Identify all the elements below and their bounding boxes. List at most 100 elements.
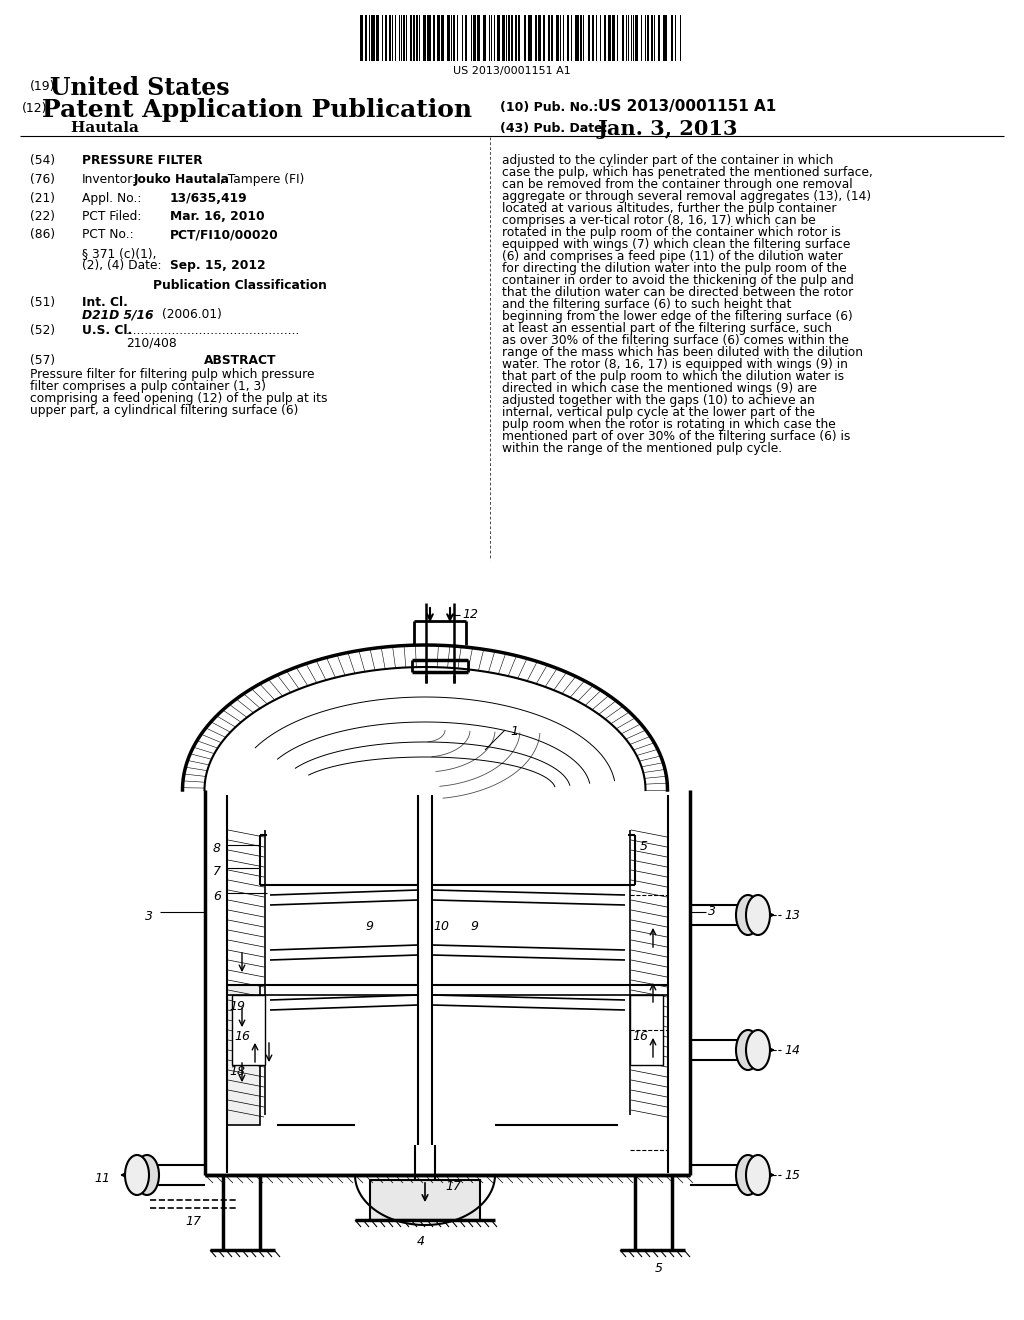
Bar — [680, 15, 684, 61]
Text: (12): (12) — [22, 102, 47, 115]
Text: water. The rotor (8, 16, 17) is equipped with wings (9) in: water. The rotor (8, 16, 17) is equipped… — [502, 358, 848, 371]
Text: (19): (19) — [30, 81, 55, 92]
Text: can be removed from the container through one removal: can be removed from the container throug… — [502, 178, 853, 191]
Bar — [416, 15, 418, 61]
Bar — [497, 15, 500, 61]
Text: that part of the pulp room to which the dilution water is: that part of the pulp room to which the … — [502, 370, 844, 383]
Bar — [355, 15, 359, 61]
Text: (76): (76) — [30, 173, 55, 186]
Text: 1: 1 — [510, 725, 518, 738]
Text: PCT Filed:: PCT Filed: — [82, 210, 141, 223]
Bar — [385, 15, 387, 61]
Text: 5: 5 — [655, 1262, 663, 1275]
Text: Appl. No.:: Appl. No.: — [82, 191, 141, 205]
Text: adjusted together with the gaps (10) to achieve an: adjusted together with the gaps (10) to … — [502, 393, 815, 407]
Text: internal, vertical pulp cycle at the lower part of the: internal, vertical pulp cycle at the low… — [502, 407, 815, 418]
Bar — [647, 15, 649, 61]
Text: PRESSURE FILTER: PRESSURE FILTER — [82, 154, 203, 168]
Text: rotated in the pulp room of the container which rotor is: rotated in the pulp room of the containe… — [502, 226, 841, 239]
Text: 14: 14 — [784, 1044, 800, 1057]
Text: Patent Application Publication: Patent Application Publication — [42, 98, 472, 121]
Text: 18: 18 — [229, 1065, 245, 1078]
Bar — [511, 15, 513, 61]
Text: (2006.01): (2006.01) — [162, 308, 222, 321]
Text: 4: 4 — [417, 1236, 425, 1247]
Text: as over 30% of the filtering surface (6) comes within the: as over 30% of the filtering surface (6)… — [502, 334, 849, 347]
Text: U.S. Cl.: U.S. Cl. — [82, 323, 132, 337]
Ellipse shape — [125, 1155, 150, 1195]
Text: US 2013/0001151 A1: US 2013/0001151 A1 — [598, 99, 776, 114]
Bar — [588, 15, 590, 61]
Bar — [575, 15, 579, 61]
Text: PCT/FI10/00020: PCT/FI10/00020 — [170, 228, 279, 242]
Text: aggregate or through several removal aggregates (13), (14): aggregate or through several removal agg… — [502, 190, 871, 203]
Bar — [551, 15, 553, 61]
Ellipse shape — [736, 1030, 760, 1071]
Bar — [663, 15, 667, 61]
Bar — [651, 15, 653, 61]
Bar — [604, 15, 606, 61]
Bar — [502, 15, 505, 61]
Bar — [538, 15, 541, 61]
Text: mentioned part of over 30% of the filtering surface (6) is: mentioned part of over 30% of the filter… — [502, 430, 850, 444]
Bar — [658, 15, 660, 61]
Bar — [681, 15, 685, 61]
Bar — [371, 15, 375, 61]
Bar — [543, 15, 545, 61]
Bar — [433, 15, 435, 61]
Text: United States: United States — [50, 77, 229, 100]
Bar — [592, 15, 594, 61]
Text: 7: 7 — [213, 865, 221, 878]
Bar — [389, 15, 391, 61]
Text: .............................................: ........................................… — [126, 323, 300, 337]
Text: (54): (54) — [30, 154, 55, 168]
Bar — [535, 15, 537, 61]
Bar — [365, 15, 367, 61]
Bar — [508, 15, 510, 61]
Bar — [556, 15, 559, 61]
Text: within the range of the mentioned pulp cycle.: within the range of the mentioned pulp c… — [502, 442, 782, 455]
Ellipse shape — [736, 895, 760, 935]
Bar — [232, 995, 265, 1065]
Bar — [630, 995, 663, 1065]
Text: 210/408: 210/408 — [126, 337, 177, 348]
Text: 10: 10 — [433, 920, 449, 933]
Ellipse shape — [746, 1030, 770, 1071]
Text: container in order to avoid the thickening of the pulp and: container in order to avoid the thickeni… — [502, 275, 854, 286]
Text: ABSTRACT: ABSTRACT — [204, 354, 276, 367]
Text: that the dilution water can be directed between the rotor: that the dilution water can be directed … — [502, 286, 853, 300]
Text: 8: 8 — [213, 842, 221, 855]
Text: (10) Pub. No.:: (10) Pub. No.: — [500, 102, 598, 114]
Text: (52): (52) — [30, 323, 55, 337]
Ellipse shape — [135, 1155, 159, 1195]
Text: Hautala: Hautala — [50, 121, 139, 135]
Text: upper part, a cylindrical filtering surface (6): upper part, a cylindrical filtering surf… — [30, 404, 298, 417]
Bar — [524, 15, 526, 61]
Text: for directing the dilution water into the pulp room of the: for directing the dilution water into th… — [502, 261, 847, 275]
Text: equipped with wings (7) which clean the filtering surface: equipped with wings (7) which clean the … — [502, 238, 850, 251]
Bar — [515, 15, 517, 61]
Bar — [612, 15, 615, 61]
Text: 6: 6 — [213, 890, 221, 903]
Text: Mar. 16, 2010: Mar. 16, 2010 — [170, 210, 264, 223]
Text: 5: 5 — [640, 840, 648, 853]
Bar — [413, 15, 415, 61]
Text: § 371 (c)(1),: § 371 (c)(1), — [82, 247, 157, 260]
Bar — [473, 15, 476, 61]
Bar — [427, 15, 431, 61]
Text: beginning from the lower edge of the filtering surface (6): beginning from the lower edge of the fil… — [502, 310, 853, 323]
Bar — [608, 15, 611, 61]
Text: 3: 3 — [708, 906, 716, 917]
Bar — [227, 985, 260, 1125]
Bar — [483, 15, 486, 61]
Text: (51): (51) — [30, 296, 55, 309]
Text: (43) Pub. Date:: (43) Pub. Date: — [500, 121, 607, 135]
Bar — [671, 15, 673, 61]
Bar — [370, 1180, 480, 1220]
Text: located at various altitudes, further the pulp container: located at various altitudes, further th… — [502, 202, 837, 215]
Text: (2), (4) Date:: (2), (4) Date: — [82, 259, 162, 272]
Text: 13/635,419: 13/635,419 — [170, 191, 248, 205]
Text: comprising a feed opening (12) of the pulp at its: comprising a feed opening (12) of the pu… — [30, 392, 328, 405]
Text: (6) and comprises a feed pipe (11) of the dilution water: (6) and comprises a feed pipe (11) of th… — [502, 249, 843, 263]
Bar — [376, 15, 379, 61]
